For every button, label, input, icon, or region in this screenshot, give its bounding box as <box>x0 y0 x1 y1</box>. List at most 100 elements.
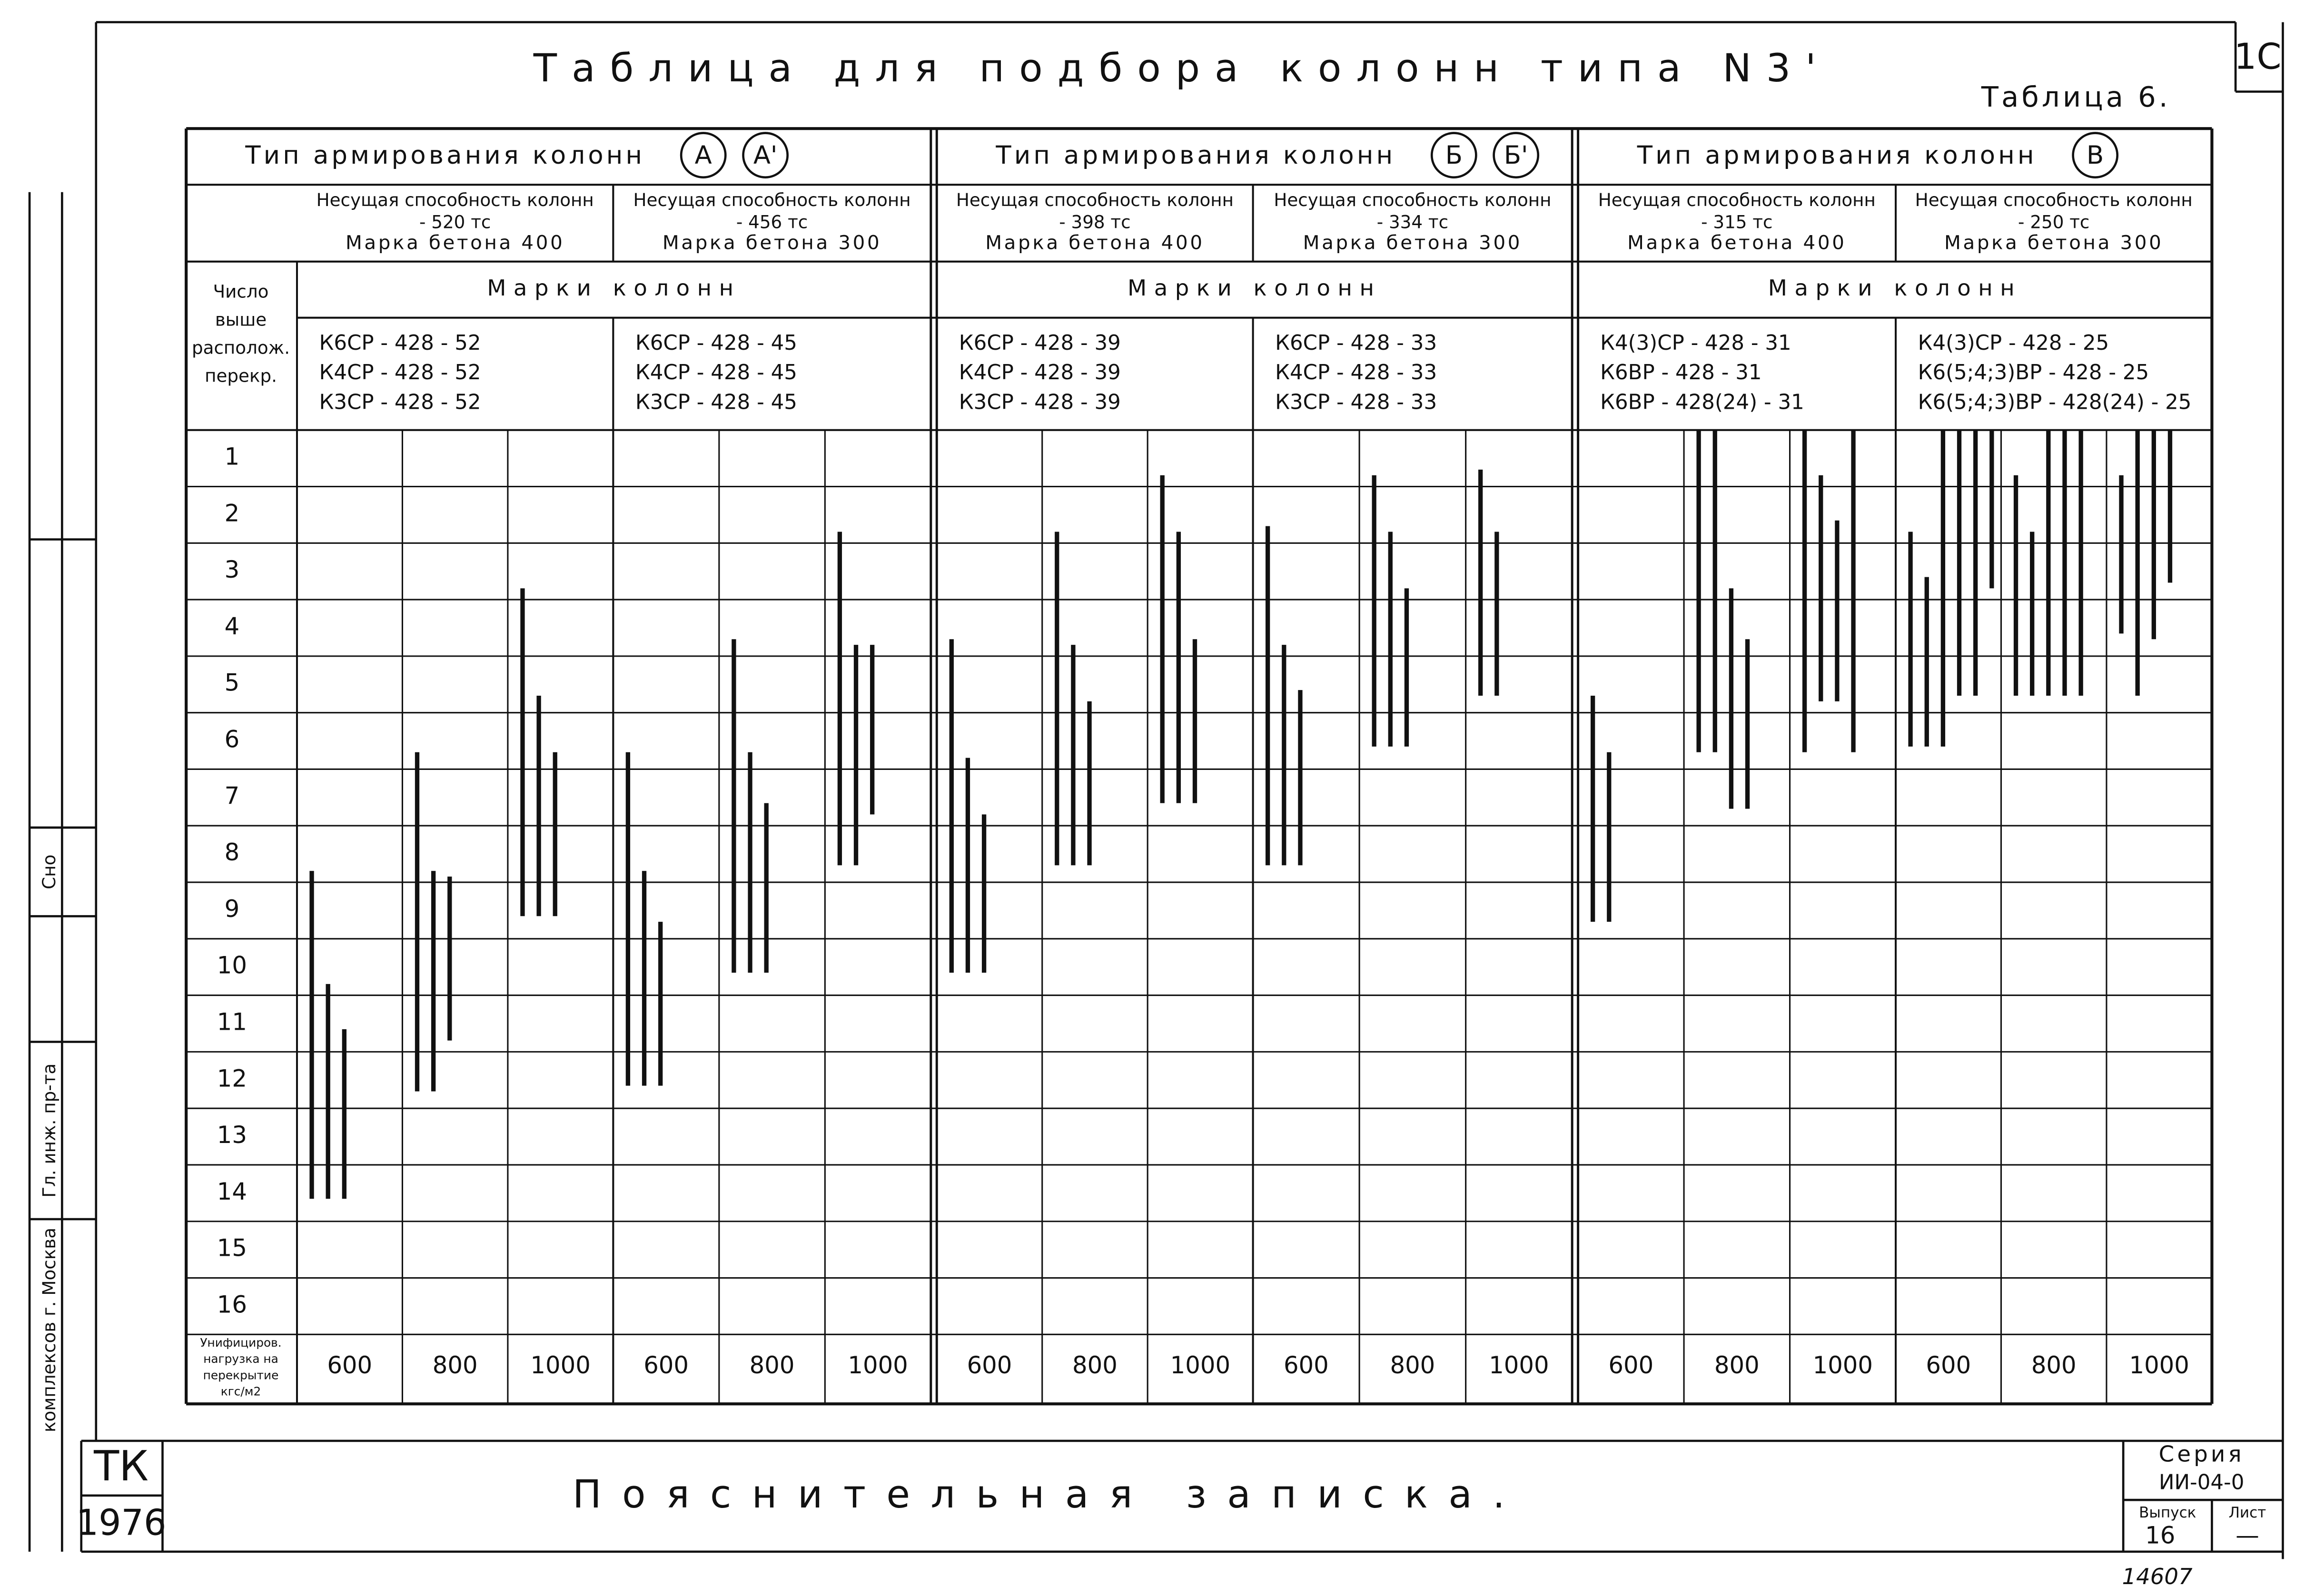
row-label: 11 <box>217 1008 247 1035</box>
marks-title: Марки колонн <box>1128 275 1381 301</box>
issue: 16 <box>2145 1521 2175 1549</box>
role: Гл. инж. пр-та <box>39 1064 59 1198</box>
capacity: - 520 тс <box>419 211 491 232</box>
type-letter: Б' <box>1504 141 1528 170</box>
load-value: 600 <box>967 1351 1012 1379</box>
column-mark: К4(3)СР - 428 - 25 <box>1918 331 2109 355</box>
row-label: 2 <box>225 499 240 527</box>
capacity: - 250 тс <box>2018 211 2089 232</box>
row-header: Число <box>213 281 269 302</box>
concrete: Марка бетона 300 <box>1944 231 2163 254</box>
issue-label: Выпуск <box>2139 1504 2196 1521</box>
load-value: 1000 <box>1170 1351 1230 1379</box>
load-header: нагрузка на <box>203 1352 278 1366</box>
load-value: 800 <box>1072 1351 1118 1379</box>
capacity: - 398 тс <box>1059 211 1130 232</box>
type-letter: В <box>2087 141 2104 170</box>
column-mark: К4СР - 428 - 52 <box>319 361 481 384</box>
row-label: 6 <box>225 726 240 753</box>
type-circle <box>2072 132 2119 178</box>
row-label: 1 <box>225 443 240 471</box>
footer-code: ТК <box>93 1442 148 1490</box>
load-value: 800 <box>1714 1351 1760 1379</box>
sheet-label: Лист <box>2229 1504 2266 1521</box>
capacity: - 456 тс <box>736 211 808 232</box>
marks-title: Марки колонн <box>487 275 741 301</box>
concrete: Марка бетона 400 <box>985 231 1204 254</box>
row-label: 3 <box>225 556 240 583</box>
load-value: 1000 <box>1489 1351 1549 1379</box>
load-value: 800 <box>750 1351 795 1379</box>
type-circle <box>680 132 727 178</box>
load-header: Унифициров. <box>200 1336 281 1350</box>
type-circle <box>742 132 789 178</box>
table: 12345678910111213141516Числовышерасполож… <box>185 127 2214 1406</box>
load-value: 1000 <box>1813 1351 1873 1379</box>
row-header: перекр. <box>205 365 277 386</box>
column-mark: К6СР - 428 - 45 <box>635 331 797 355</box>
column-mark: К6СР - 428 - 39 <box>959 331 1121 355</box>
capacity-label: Несущая способность колонн <box>956 189 1234 210</box>
row-label: 14 <box>217 1178 247 1205</box>
row-label: 7 <box>225 782 240 809</box>
capacity-label: Несущая способность колонн <box>317 189 594 210</box>
load-value: 800 <box>433 1351 478 1379</box>
concrete: Марка бетона 300 <box>663 231 881 254</box>
capacity-label: Несущая способность колонн <box>633 189 911 210</box>
capacity-label: Несущая способность колонн <box>1915 189 2193 210</box>
table-number: Таблица 6. <box>1981 80 2171 113</box>
frame <box>28 21 2284 1559</box>
load-value: 800 <box>1390 1351 1435 1379</box>
row-label: 8 <box>225 838 240 866</box>
type-letter: А <box>695 141 712 170</box>
column-mark: К4СР - 428 - 33 <box>1275 361 1437 384</box>
column-mark: К6СР - 428 - 52 <box>319 331 481 355</box>
column-mark: К6(5;4;3)ВР - 428 - 25 <box>1918 361 2149 384</box>
type-circle <box>1430 132 1477 178</box>
column-mark: К6ВР - 428(24) - 31 <box>1600 390 1804 414</box>
type-circle <box>1493 132 1540 178</box>
row-label: 9 <box>225 895 240 923</box>
load-header: перекрытие <box>203 1368 279 1382</box>
sheet-value: — <box>2236 1521 2259 1549</box>
load-value: 600 <box>1284 1351 1329 1379</box>
series-label: Серия <box>2159 1441 2245 1467</box>
footer-year: 1976 <box>76 1502 167 1543</box>
type-letter: Б <box>1445 141 1463 170</box>
column-mark: К4(3)СР - 428 - 31 <box>1600 331 1791 355</box>
load-value: 1000 <box>848 1351 908 1379</box>
load-value: 600 <box>643 1351 689 1379</box>
title: Таблица для подбора колонн типа N3' <box>533 46 1831 91</box>
type-letter: А' <box>753 141 778 170</box>
column-mark: К6СР - 428 - 33 <box>1275 331 1437 355</box>
concrete: Марка бетона 300 <box>1303 231 1522 254</box>
footer-title: Пояснительная записка. <box>573 1472 1525 1517</box>
column-mark: К3СР - 428 - 52 <box>319 390 481 414</box>
row-label: 4 <box>225 612 240 640</box>
capacity-label: Несущая способность колонн <box>1274 189 1551 210</box>
row-label: 16 <box>217 1291 247 1318</box>
row-label: 13 <box>217 1121 247 1149</box>
column-mark: К4СР - 428 - 39 <box>959 361 1121 384</box>
capacity-label: Несущая способность колонн <box>1598 189 1876 210</box>
row-header: выше <box>215 309 267 330</box>
row-label: 10 <box>217 952 247 979</box>
group-title: Тип армирования колонн <box>245 141 645 170</box>
column-mark: К6(5;4;3)ВР - 428(24) - 25 <box>1918 390 2192 414</box>
concrete: Марка бетона 400 <box>1627 231 1846 254</box>
column-mark: К6ВР - 428 - 31 <box>1600 361 1761 384</box>
load-value: 1000 <box>530 1351 590 1379</box>
capacity: - 315 тс <box>1701 211 1772 232</box>
org: комплексов г. Москва <box>39 1228 59 1432</box>
column-mark: К3СР - 428 - 33 <box>1275 390 1437 414</box>
load-value: 800 <box>2031 1351 2077 1379</box>
load-value: 600 <box>327 1351 372 1379</box>
marks-title: Марки колонн <box>1768 275 2022 301</box>
archive-number: 14607 <box>2122 1564 2193 1589</box>
column-mark: К4СР - 428 - 45 <box>635 361 797 384</box>
group-title: Тип армирования колонн <box>1637 141 2037 170</box>
load-header: кгс/м2 <box>221 1384 261 1398</box>
column-mark: К3СР - 428 - 39 <box>959 390 1121 414</box>
